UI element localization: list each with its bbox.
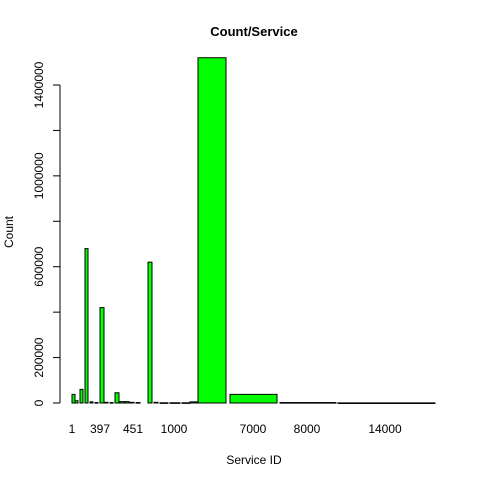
bar — [337, 402, 436, 404]
x-axis-label: Service ID — [226, 453, 282, 467]
bars — [71, 57, 436, 404]
y-tick-label: 1000000 — [32, 152, 46, 199]
y-tick-label: 0 — [32, 399, 46, 406]
x-tick-label: 451 — [123, 422, 143, 436]
x-tick-label: 7000 — [240, 422, 267, 436]
x-tick-label: 1000 — [161, 422, 188, 436]
bar — [135, 402, 141, 404]
bar — [181, 402, 191, 404]
bar — [89, 401, 94, 404]
bar — [124, 401, 130, 404]
bar — [189, 401, 198, 404]
x-tick-label: 14000 — [368, 422, 402, 436]
bar — [84, 248, 89, 404]
y-axis: 0 200000 600000 1000000 1400000 — [32, 61, 61, 406]
bar — [279, 402, 337, 404]
bar — [129, 401, 135, 404]
x-tick-label: 1 — [69, 422, 76, 436]
y-tick-label: 200000 — [32, 337, 46, 377]
bar — [153, 401, 159, 404]
x-tick-label: 8000 — [294, 422, 321, 436]
bar — [229, 393, 278, 404]
bar — [74, 400, 79, 404]
bar — [169, 402, 181, 404]
x-tick-labels: 1 397 451 1000 7000 8000 14000 — [69, 422, 402, 436]
bar — [79, 388, 84, 404]
bar — [159, 402, 169, 404]
bar — [109, 402, 114, 404]
y-axis-label: Count — [2, 215, 16, 248]
bar — [99, 307, 105, 404]
x-tick-label: 397 — [90, 422, 110, 436]
bar — [94, 402, 99, 404]
bar — [71, 393, 76, 404]
bar — [119, 401, 125, 404]
bar — [114, 392, 120, 404]
chart-title: Count/Service — [210, 24, 297, 39]
y-tick-label: 1400000 — [32, 61, 46, 108]
bar — [197, 57, 227, 404]
bar — [147, 261, 153, 404]
bar — [104, 401, 109, 404]
y-tick-label: 600000 — [32, 246, 46, 286]
